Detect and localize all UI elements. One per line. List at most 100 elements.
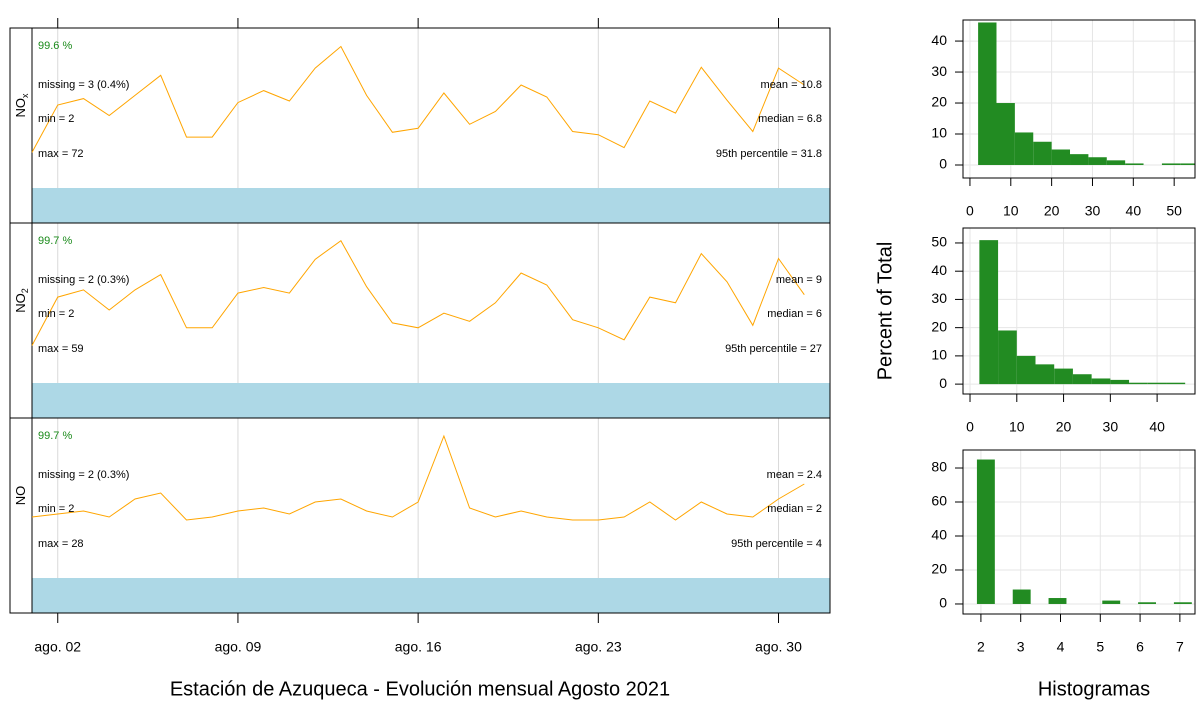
- histogram-bar: [1070, 154, 1089, 165]
- histogram-bar: [1125, 163, 1144, 165]
- y-axis-label: NOx: [13, 93, 30, 118]
- stat-percent: 99.7 %: [38, 430, 72, 442]
- y-axis-title: Percent of Total: [874, 242, 896, 381]
- y-tick-label: 0: [939, 595, 947, 611]
- histogram-bar: [1138, 602, 1157, 604]
- histogram-bar: [1147, 382, 1167, 385]
- histogram-bar: [1110, 379, 1130, 385]
- histogram-bars: [979, 240, 1186, 385]
- x-tick-label: 7: [1176, 639, 1184, 655]
- histogram-bar: [1180, 163, 1195, 165]
- y-axis-label-sub: x: [20, 93, 30, 98]
- y-tick-label: 0: [939, 156, 947, 172]
- y-tick-label: 0: [939, 375, 947, 391]
- stat-missing: missing = 2 (0.3%): [38, 469, 129, 481]
- y-tick-label: 80: [931, 459, 947, 475]
- histogram-bar: [1091, 378, 1111, 385]
- histogram-bar: [1054, 368, 1073, 385]
- x-tick-label: 20: [1056, 419, 1072, 435]
- series-line: [31, 434, 805, 521]
- stat-min: min = 2: [38, 113, 74, 125]
- x-tick-label: 2: [977, 639, 985, 655]
- y-axis-label-main: NO: [13, 293, 28, 313]
- y-axis-label: NO2: [13, 288, 30, 313]
- histogram-bar: [1166, 382, 1186, 385]
- x-axis-title: Histogramas: [1038, 678, 1150, 700]
- x-tick-label: 40: [1149, 419, 1165, 435]
- histogram-bar: [1161, 163, 1181, 165]
- histogram-bars: [976, 459, 1192, 604]
- stat-min: min = 2: [38, 308, 74, 320]
- stat-max: max = 59: [38, 343, 84, 355]
- panel-frame: [9, 417, 831, 614]
- stat-missing: missing = 3 (0.4%): [38, 79, 129, 91]
- stat-p95: 95th percentile = 27: [725, 343, 822, 355]
- stat-percent: 99.7 %: [38, 235, 72, 247]
- panel-frame: [962, 19, 1196, 179]
- y-tick-label: 10: [931, 347, 947, 363]
- x-tick-label: 0: [966, 203, 974, 219]
- stat-mean: mean = 9: [776, 274, 822, 286]
- y-tick-label: 40: [931, 32, 947, 48]
- histogram-bar: [1016, 355, 1036, 385]
- histogram-bar: [1072, 374, 1092, 385]
- y-tick-label: 30: [931, 290, 947, 306]
- y-axis-label-main: NO: [13, 98, 28, 118]
- y-tick-label: 40: [931, 527, 947, 543]
- x-tick-label: 20: [1044, 203, 1060, 219]
- x-tick-label: ago. 02: [34, 639, 81, 655]
- series-line: [31, 239, 805, 346]
- stat-mean: mean = 2.4: [767, 469, 822, 481]
- histogram-bar: [1048, 598, 1067, 604]
- stat-median: median = 2: [767, 503, 822, 515]
- stat-p95: 95th percentile = 31.8: [716, 148, 822, 160]
- x-tick-label: ago. 23: [575, 639, 622, 655]
- histogram-bar: [1106, 160, 1126, 165]
- stat-missing: missing = 2 (0.3%): [38, 274, 129, 286]
- y-tick-label: 30: [931, 63, 947, 79]
- x-tick-label: 6: [1136, 639, 1144, 655]
- availability-band: [32, 578, 830, 613]
- x-tick-label: 4: [1057, 639, 1065, 655]
- y-tick-label: 10: [931, 125, 947, 141]
- histogram-bar: [978, 22, 997, 165]
- x-tick-label: 30: [1085, 203, 1101, 219]
- histogram-bar: [1035, 364, 1055, 385]
- stat-median: median = 6.8: [758, 113, 822, 125]
- histogram-bar: [1102, 600, 1121, 604]
- histogram-bar: [1088, 157, 1107, 165]
- x-tick-label: 0: [966, 419, 974, 435]
- y-tick-label: 50: [931, 234, 947, 250]
- stat-median: median = 6: [767, 308, 822, 320]
- x-tick-label: 40: [1126, 203, 1142, 219]
- availability-band: [32, 188, 830, 223]
- y-tick-label: 20: [931, 94, 947, 110]
- histogram-bar: [979, 240, 999, 385]
- availability-band: [32, 383, 830, 418]
- x-tick-label: 30: [1103, 419, 1119, 435]
- x-tick-label: 50: [1166, 203, 1182, 219]
- histogram-bar: [976, 459, 995, 604]
- histogram-bar: [1051, 149, 1071, 165]
- stat-max: max = 28: [38, 538, 84, 550]
- x-tick-label: 3: [1017, 639, 1025, 655]
- panel-frame: [962, 449, 1196, 615]
- histogram-bar: [1129, 382, 1148, 385]
- stat-min: min = 2: [38, 503, 74, 515]
- stat-p95: 95th percentile = 4: [731, 538, 822, 550]
- series-line: [31, 45, 805, 153]
- y-axis-label-main: NO: [13, 486, 28, 506]
- y-tick-label: 20: [931, 561, 947, 577]
- x-tick-label: 5: [1096, 639, 1104, 655]
- x-tick-label: ago. 30: [755, 639, 802, 655]
- x-axis-title: Estación de Azuqueca - Evolución mensual…: [170, 678, 670, 700]
- stat-mean: mean = 10.8: [761, 79, 822, 91]
- histogram-bar: [1173, 602, 1192, 604]
- stat-percent: 99.6 %: [38, 40, 72, 52]
- histogram-bar: [998, 330, 1017, 385]
- histogram-bar: [1014, 132, 1034, 165]
- y-tick-label: 40: [931, 262, 947, 278]
- x-tick-label: 10: [1003, 203, 1019, 219]
- panel-frame: [962, 227, 1196, 395]
